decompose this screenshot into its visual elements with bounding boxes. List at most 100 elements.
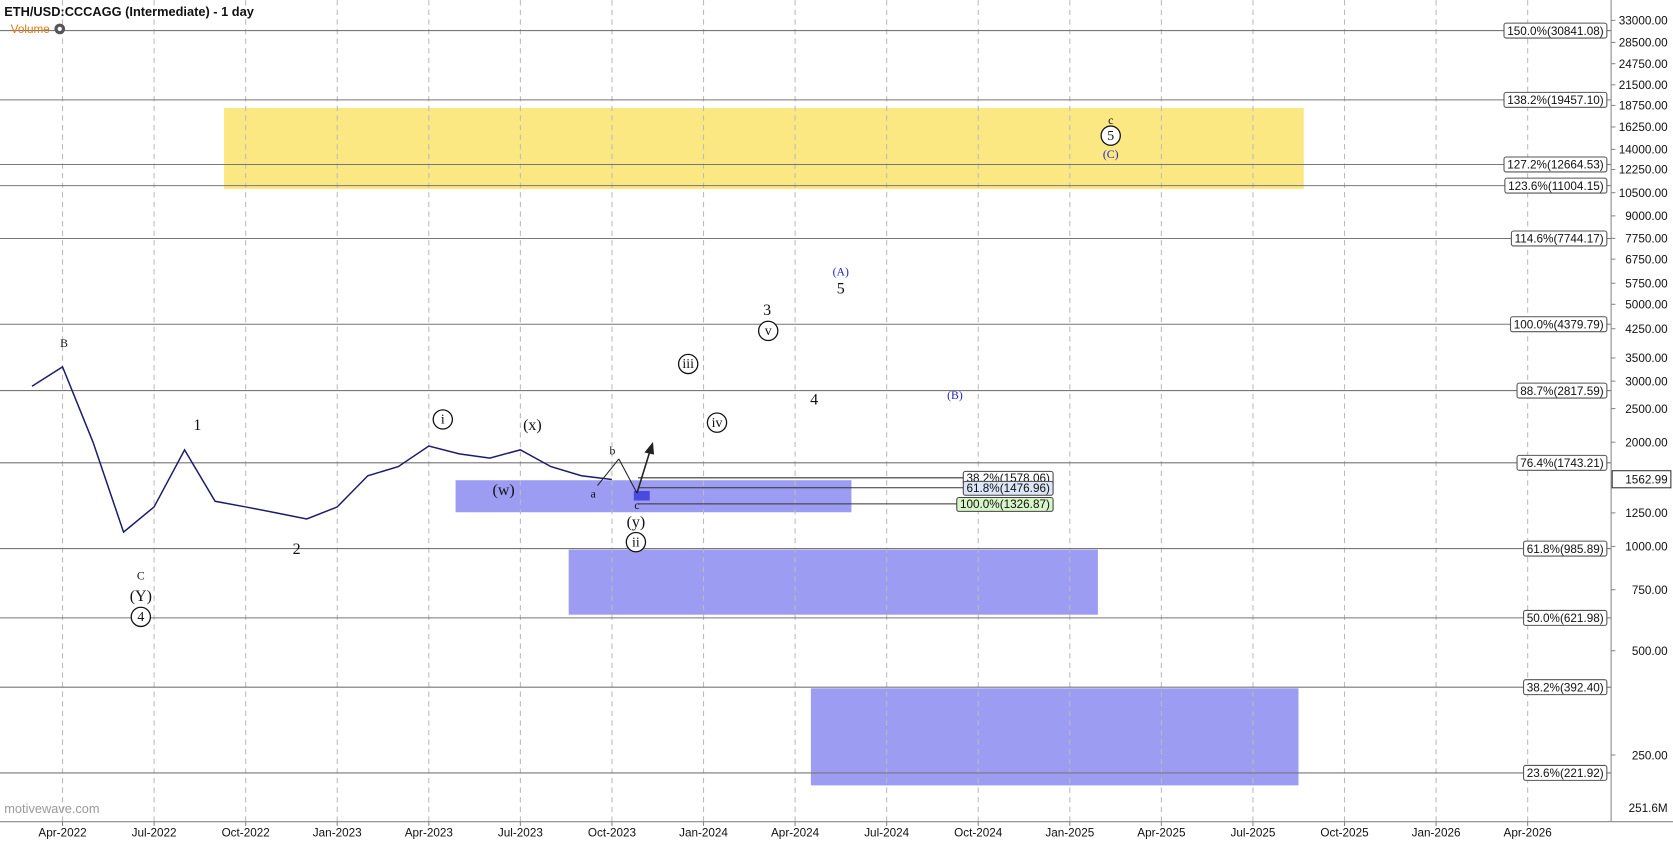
fib-label: 138.2%(19457.10)	[1507, 94, 1604, 107]
wave-line	[597, 458, 620, 486]
fib-label: 38.2%(392.40)	[1527, 681, 1604, 694]
fib-label-box	[1523, 609, 1608, 626]
arrow-head	[644, 441, 655, 455]
settings-icon[interactable]	[54, 23, 66, 35]
price-axis-panel	[1611, 0, 1673, 841]
y-tick-label: 500.00	[1632, 645, 1668, 658]
x-tick-label: Jul-2024	[864, 827, 909, 840]
wave-label: iii	[682, 357, 694, 372]
fib-label: 100.0%(4379.79)	[1514, 318, 1604, 331]
x-tick-label: Apr-2025	[1137, 827, 1186, 840]
wave-label: (B)	[947, 389, 963, 402]
x-tick-label: Apr-2023	[405, 827, 453, 840]
y-tick-label: 18750.00	[1619, 100, 1668, 113]
y-tick-label: 28500.00	[1619, 37, 1668, 50]
wave-label: (y)	[627, 514, 646, 531]
x-tick-label: Jul-2022	[132, 827, 177, 840]
local-fib-label-box	[962, 480, 1054, 496]
y-tick-label: 3000.00	[1625, 375, 1668, 388]
y-tick-label: 2500.00	[1625, 403, 1668, 416]
wave-label: c	[1108, 114, 1113, 127]
fib-label-box	[1523, 540, 1608, 557]
y-tick-label: 14000.00	[1619, 144, 1668, 157]
target-zone	[224, 107, 1304, 189]
y-tick-label: 1000.00	[1625, 541, 1668, 554]
x-tick-label: Oct-2024	[954, 827, 1003, 840]
pivot-box	[633, 490, 650, 501]
y-tick-label: 250.00	[1632, 749, 1668, 762]
wave-label: (A)	[833, 265, 849, 278]
arrow	[636, 448, 652, 494]
wave-circle	[1100, 125, 1121, 146]
y-tick-label: 24750.00	[1619, 58, 1668, 71]
support-zone	[810, 688, 1299, 786]
wave-label: 4	[810, 391, 818, 408]
wave-label: B	[60, 337, 68, 350]
x-tick-label: Jan-2026	[1412, 827, 1461, 840]
fib-label: 88.7%(2817.59)	[1520, 385, 1603, 398]
price-line	[31, 365, 612, 534]
zones	[224, 107, 1304, 786]
local-fib-label: 100.0%(1326.87)	[960, 498, 1050, 511]
wave-label: (C)	[1103, 148, 1119, 161]
x-tick-label: Jul-2023	[498, 827, 543, 840]
fib-label: 123.6%(11004.15)	[1508, 180, 1604, 193]
y-tick-label: 2000.00	[1625, 436, 1668, 449]
fib-label: 76.4%(1743.21)	[1520, 457, 1603, 470]
fib-label-box	[1516, 382, 1608, 399]
local-fib-label-box	[956, 496, 1054, 512]
fib-label: 150.0%(30841.08)	[1507, 25, 1604, 38]
wave-line	[618, 458, 638, 494]
x-tick-label: Jul-2025	[1230, 827, 1275, 840]
wave-circle	[677, 353, 699, 375]
support-zone	[568, 549, 1098, 615]
x-tick-label: Oct-2023	[588, 827, 636, 840]
wave-label: 5	[1107, 129, 1114, 144]
wave-label: c	[634, 499, 639, 512]
wave-label: iv	[712, 416, 723, 431]
y-tick-label: 1250.00	[1625, 507, 1668, 520]
plot	[31, 365, 612, 534]
fib-label-box	[1523, 764, 1608, 781]
volume-legend: Volume	[11, 23, 50, 36]
y-tick-label: 3500.00	[1625, 352, 1668, 365]
last-price-label: 1562.99	[1625, 474, 1667, 487]
wave-label: i	[441, 413, 445, 428]
fib-label-box	[1504, 177, 1608, 194]
x-tick-label: Apr-2024	[771, 827, 820, 840]
support-zone	[455, 480, 852, 513]
fib-label: 61.8%(985.89)	[1527, 543, 1604, 556]
y-tick-label: 33000.00	[1619, 15, 1668, 28]
wave-label: 4	[137, 610, 144, 625]
wave-label: 1	[193, 417, 201, 434]
fib-label-box	[1503, 156, 1608, 173]
fib-levels: 150.0%(30841.08) 138.2%(19457.10) 127.2%(1…	[0, 22, 1612, 781]
grid	[61, 0, 1529, 822]
x-tick-label: Apr-2026	[1504, 827, 1552, 840]
fib-label-box	[1503, 91, 1608, 108]
fib-label: 114.6%(7744.17)	[1515, 233, 1604, 246]
wave-circle	[130, 606, 152, 628]
fib-label: 23.6%(221.92)	[1527, 767, 1604, 780]
wave-label: b	[610, 445, 616, 458]
x-tick-label: Oct-2025	[1320, 827, 1369, 840]
y-tick-label: 9000.00	[1625, 210, 1668, 223]
wave-label: (Y)	[130, 588, 152, 605]
wave-label: a	[591, 487, 597, 500]
chart-title: ETH/USD:CCCAGG (Intermediate) - 1 day	[4, 4, 254, 19]
wave-circle	[432, 409, 454, 430]
y-tick-label: 4250.00	[1625, 323, 1668, 336]
local-fib-label: 61.8%(1476.96)	[966, 482, 1049, 495]
y-tick-label: 21500.00	[1619, 79, 1668, 92]
y-tick-label: 5750.00	[1625, 278, 1668, 291]
wave-label: 5	[837, 281, 845, 298]
watermark: motivewave.com	[4, 801, 99, 816]
fib-label-box	[1510, 230, 1608, 247]
wave-label: v	[765, 324, 772, 339]
y-tick-label: 10500.00	[1619, 187, 1668, 200]
wave-label: 2	[293, 541, 301, 558]
x-tick-label: Jan-2025	[1045, 827, 1094, 840]
fib-label-box	[1516, 454, 1608, 471]
